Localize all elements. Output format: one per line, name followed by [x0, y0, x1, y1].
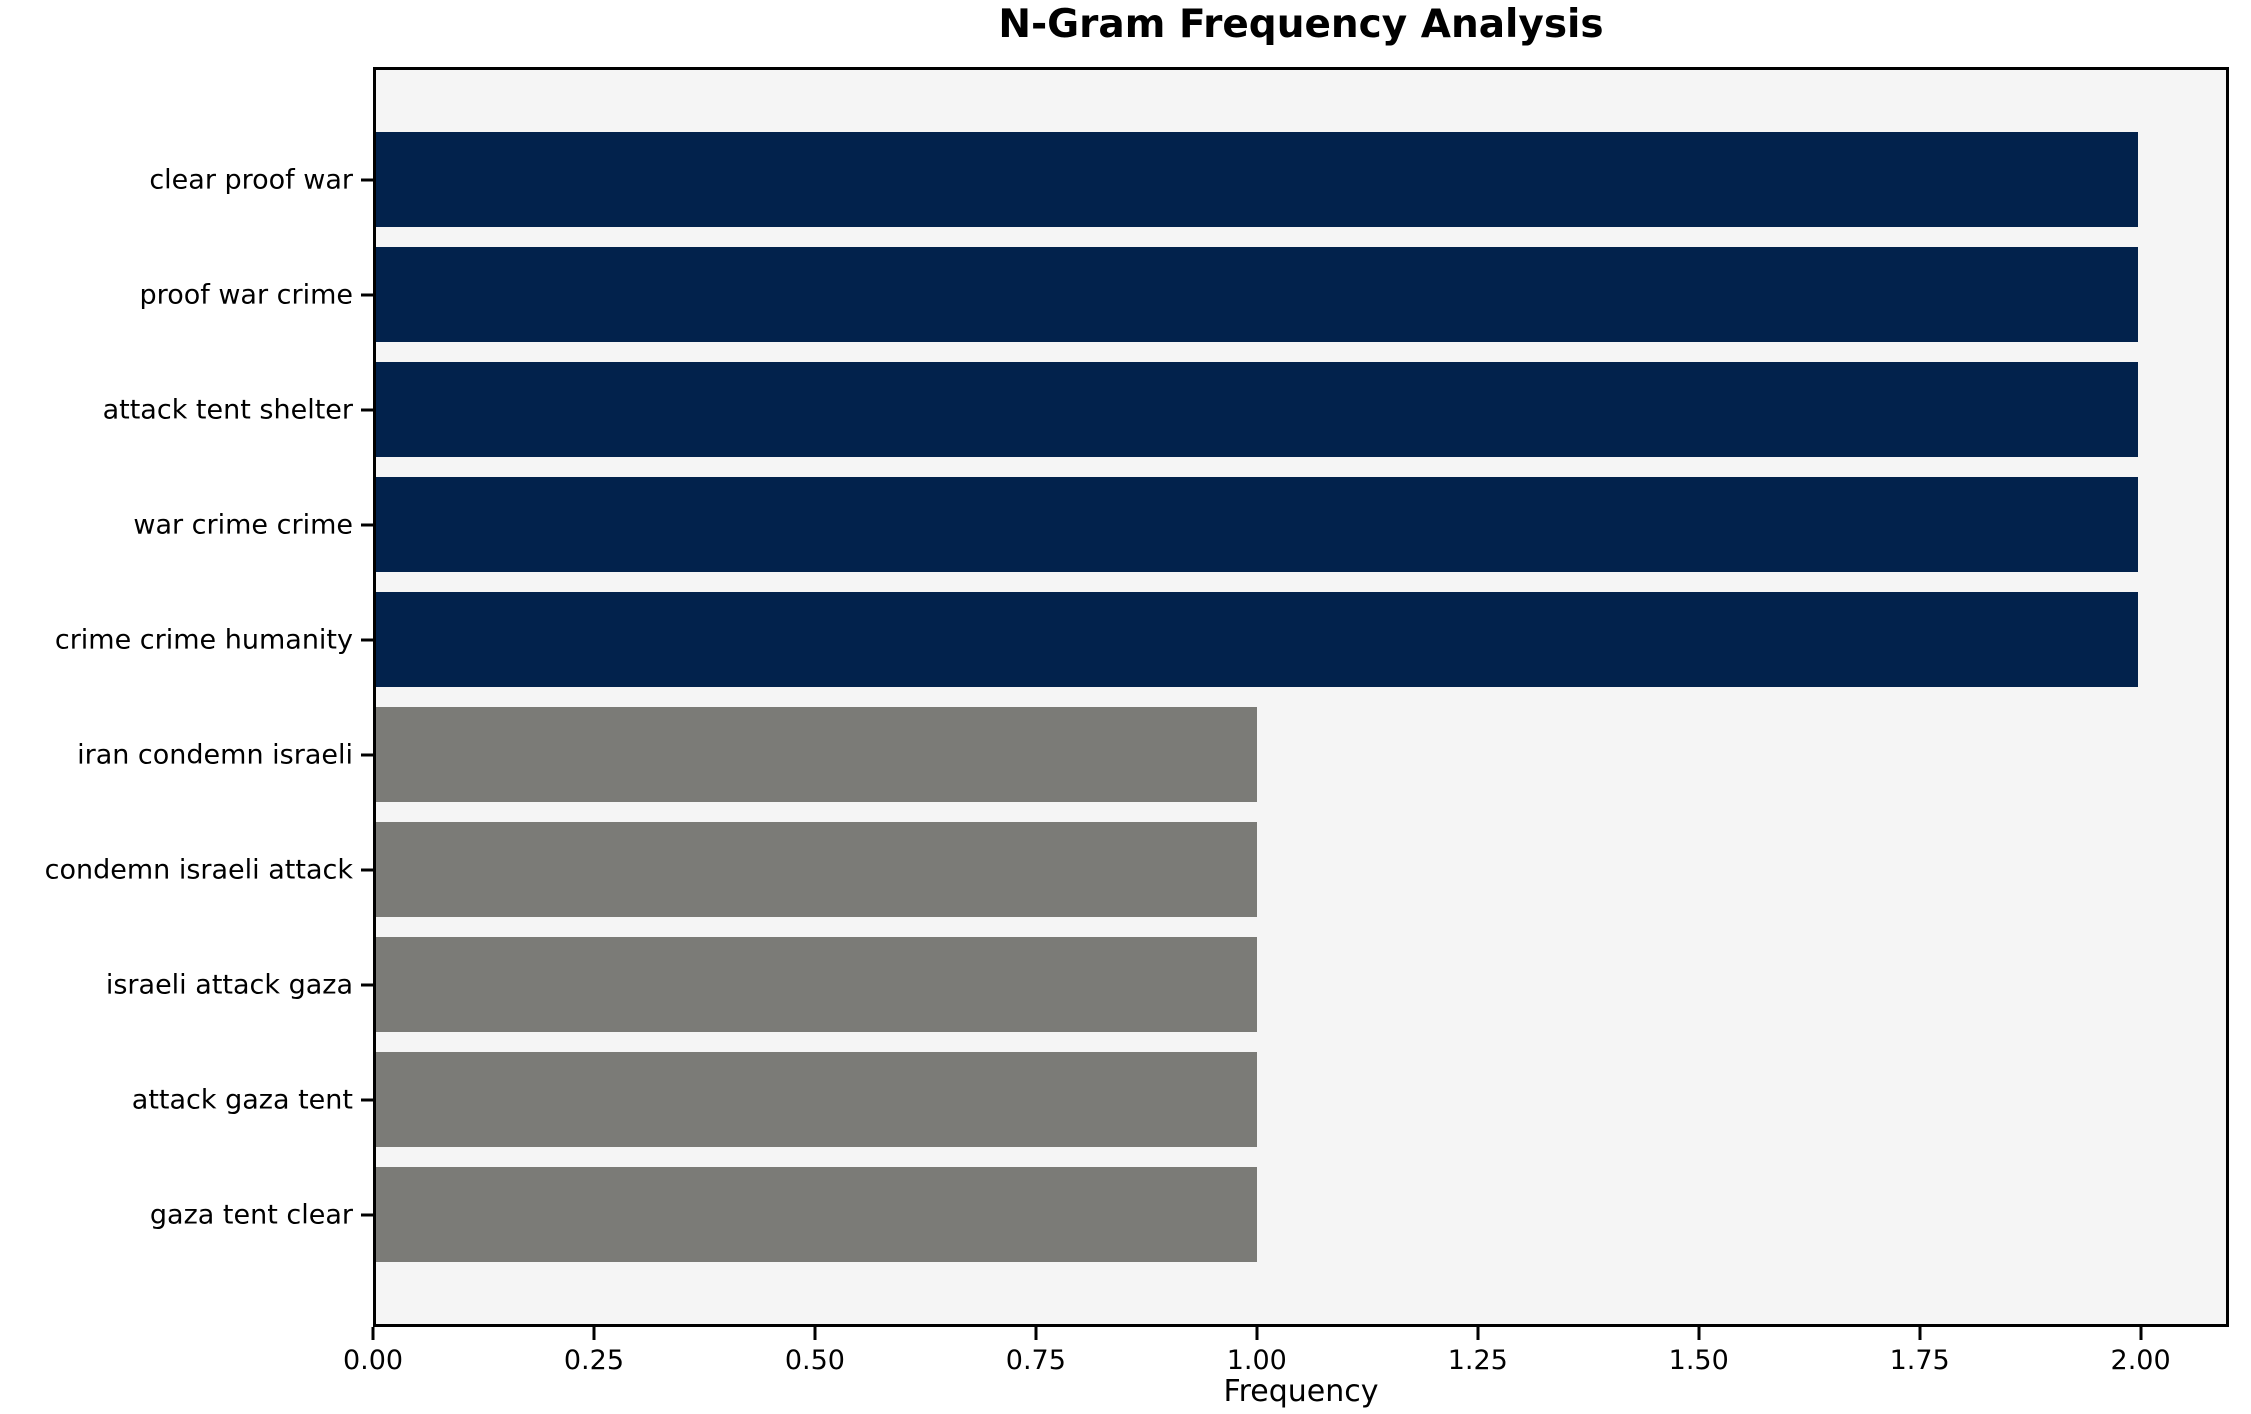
x-tick-label: 1.75: [1889, 1345, 1950, 1376]
x-axis-label: Frequency: [1223, 1374, 1379, 1409]
bar-israeli-attack-gaza: [376, 937, 1257, 1032]
y-tick-label: war crime crime: [133, 509, 353, 540]
y-tick-mark: [361, 178, 373, 181]
bar-gaza-tent-clear: [376, 1167, 1257, 1262]
y-tick-label: israeli attack gaza: [105, 969, 353, 1000]
x-tick-label: 0.25: [563, 1345, 624, 1376]
bar-row: iran condemn israeli: [77, 697, 2226, 812]
y-tick-label: attack gaza tent: [131, 1084, 353, 1115]
x-tick-label: 2.00: [2110, 1345, 2171, 1376]
x-tick-label: 0.00: [342, 1345, 404, 1376]
plot-area: clear proof war proof war crime attack ten…: [45, 67, 2229, 1327]
chart-title: N-Gram Frequency Analysis: [998, 2, 1604, 47]
bar-attack-tent-shelter: [376, 362, 2138, 457]
bar-proof-war-crime: [376, 247, 2138, 342]
x-axis: 0.00 0.25 0.50 0.75 1.00 1.25 1.50 1.75 2.00: [343, 1327, 2229, 1414]
y-tick-label: proof war crime: [139, 279, 353, 310]
x-tick-label: 0.75: [1005, 1345, 1066, 1376]
x-tick-label: 1.50: [1668, 1345, 1729, 1376]
y-tick-label: crime crime humanity: [54, 624, 353, 655]
y-tick-mark: [361, 638, 373, 641]
x-tick-mark: [813, 1327, 817, 1340]
y-tick-label: gaza tent clear: [149, 1199, 353, 1230]
bar-crime-crime-humanity: [376, 592, 2138, 687]
x-tick-mark: [371, 1327, 375, 1340]
bar-row: israeli attack gaza: [106, 927, 2226, 1042]
bar-row: crime crime humanity: [55, 582, 2226, 697]
y-tick-mark: [361, 983, 373, 986]
y-tick-mark: [361, 1098, 373, 1101]
bar-row: gaza tent clear: [150, 1157, 2226, 1272]
bar-row: attack gaza tent: [132, 1042, 2226, 1157]
y-tick-mark: [361, 753, 373, 756]
bar-condemn-israeli-attack: [376, 822, 1257, 917]
bar-clear-proof-war: [376, 132, 2138, 227]
x-tick-mark: [1476, 1327, 1480, 1340]
y-tick-label: clear proof war: [149, 164, 353, 195]
x-tick-mark: [2139, 1327, 2143, 1340]
y-tick-label: iran condemn israeli: [77, 739, 353, 770]
x-tick-mark: [1255, 1327, 1259, 1340]
x-tick-label: 0.50: [784, 1345, 845, 1376]
bar-row: proof war crime: [140, 237, 2226, 352]
bar-attack-gaza-tent: [376, 1052, 1257, 1147]
x-tick-mark: [592, 1327, 596, 1340]
bar-row: clear proof war: [149, 122, 2226, 237]
bar-row: condemn israeli attack: [45, 812, 2226, 927]
bar-row: attack tent shelter: [103, 352, 2226, 467]
bar-row: war crime crime: [133, 467, 2226, 582]
y-tick-mark: [361, 523, 373, 526]
y-tick-label: attack tent shelter: [102, 394, 353, 425]
y-tick-label: condemn israeli attack: [44, 854, 353, 885]
bar-iran-condemn-israeli: [376, 707, 1257, 802]
x-tick-label: 1.25: [1447, 1345, 1508, 1376]
x-tick-label: 1.00: [1226, 1345, 1287, 1376]
y-tick-mark: [361, 408, 373, 411]
y-tick-mark: [361, 1213, 373, 1216]
x-tick-mark: [1918, 1327, 1922, 1340]
x-tick-mark: [1034, 1327, 1038, 1340]
bar-war-crime-crime: [376, 477, 2138, 572]
y-tick-mark: [361, 293, 373, 296]
bars-container: clear proof war proof war crime attack ten…: [45, 70, 2226, 1324]
y-tick-mark: [361, 868, 373, 871]
x-tick-mark: [1697, 1327, 1701, 1340]
